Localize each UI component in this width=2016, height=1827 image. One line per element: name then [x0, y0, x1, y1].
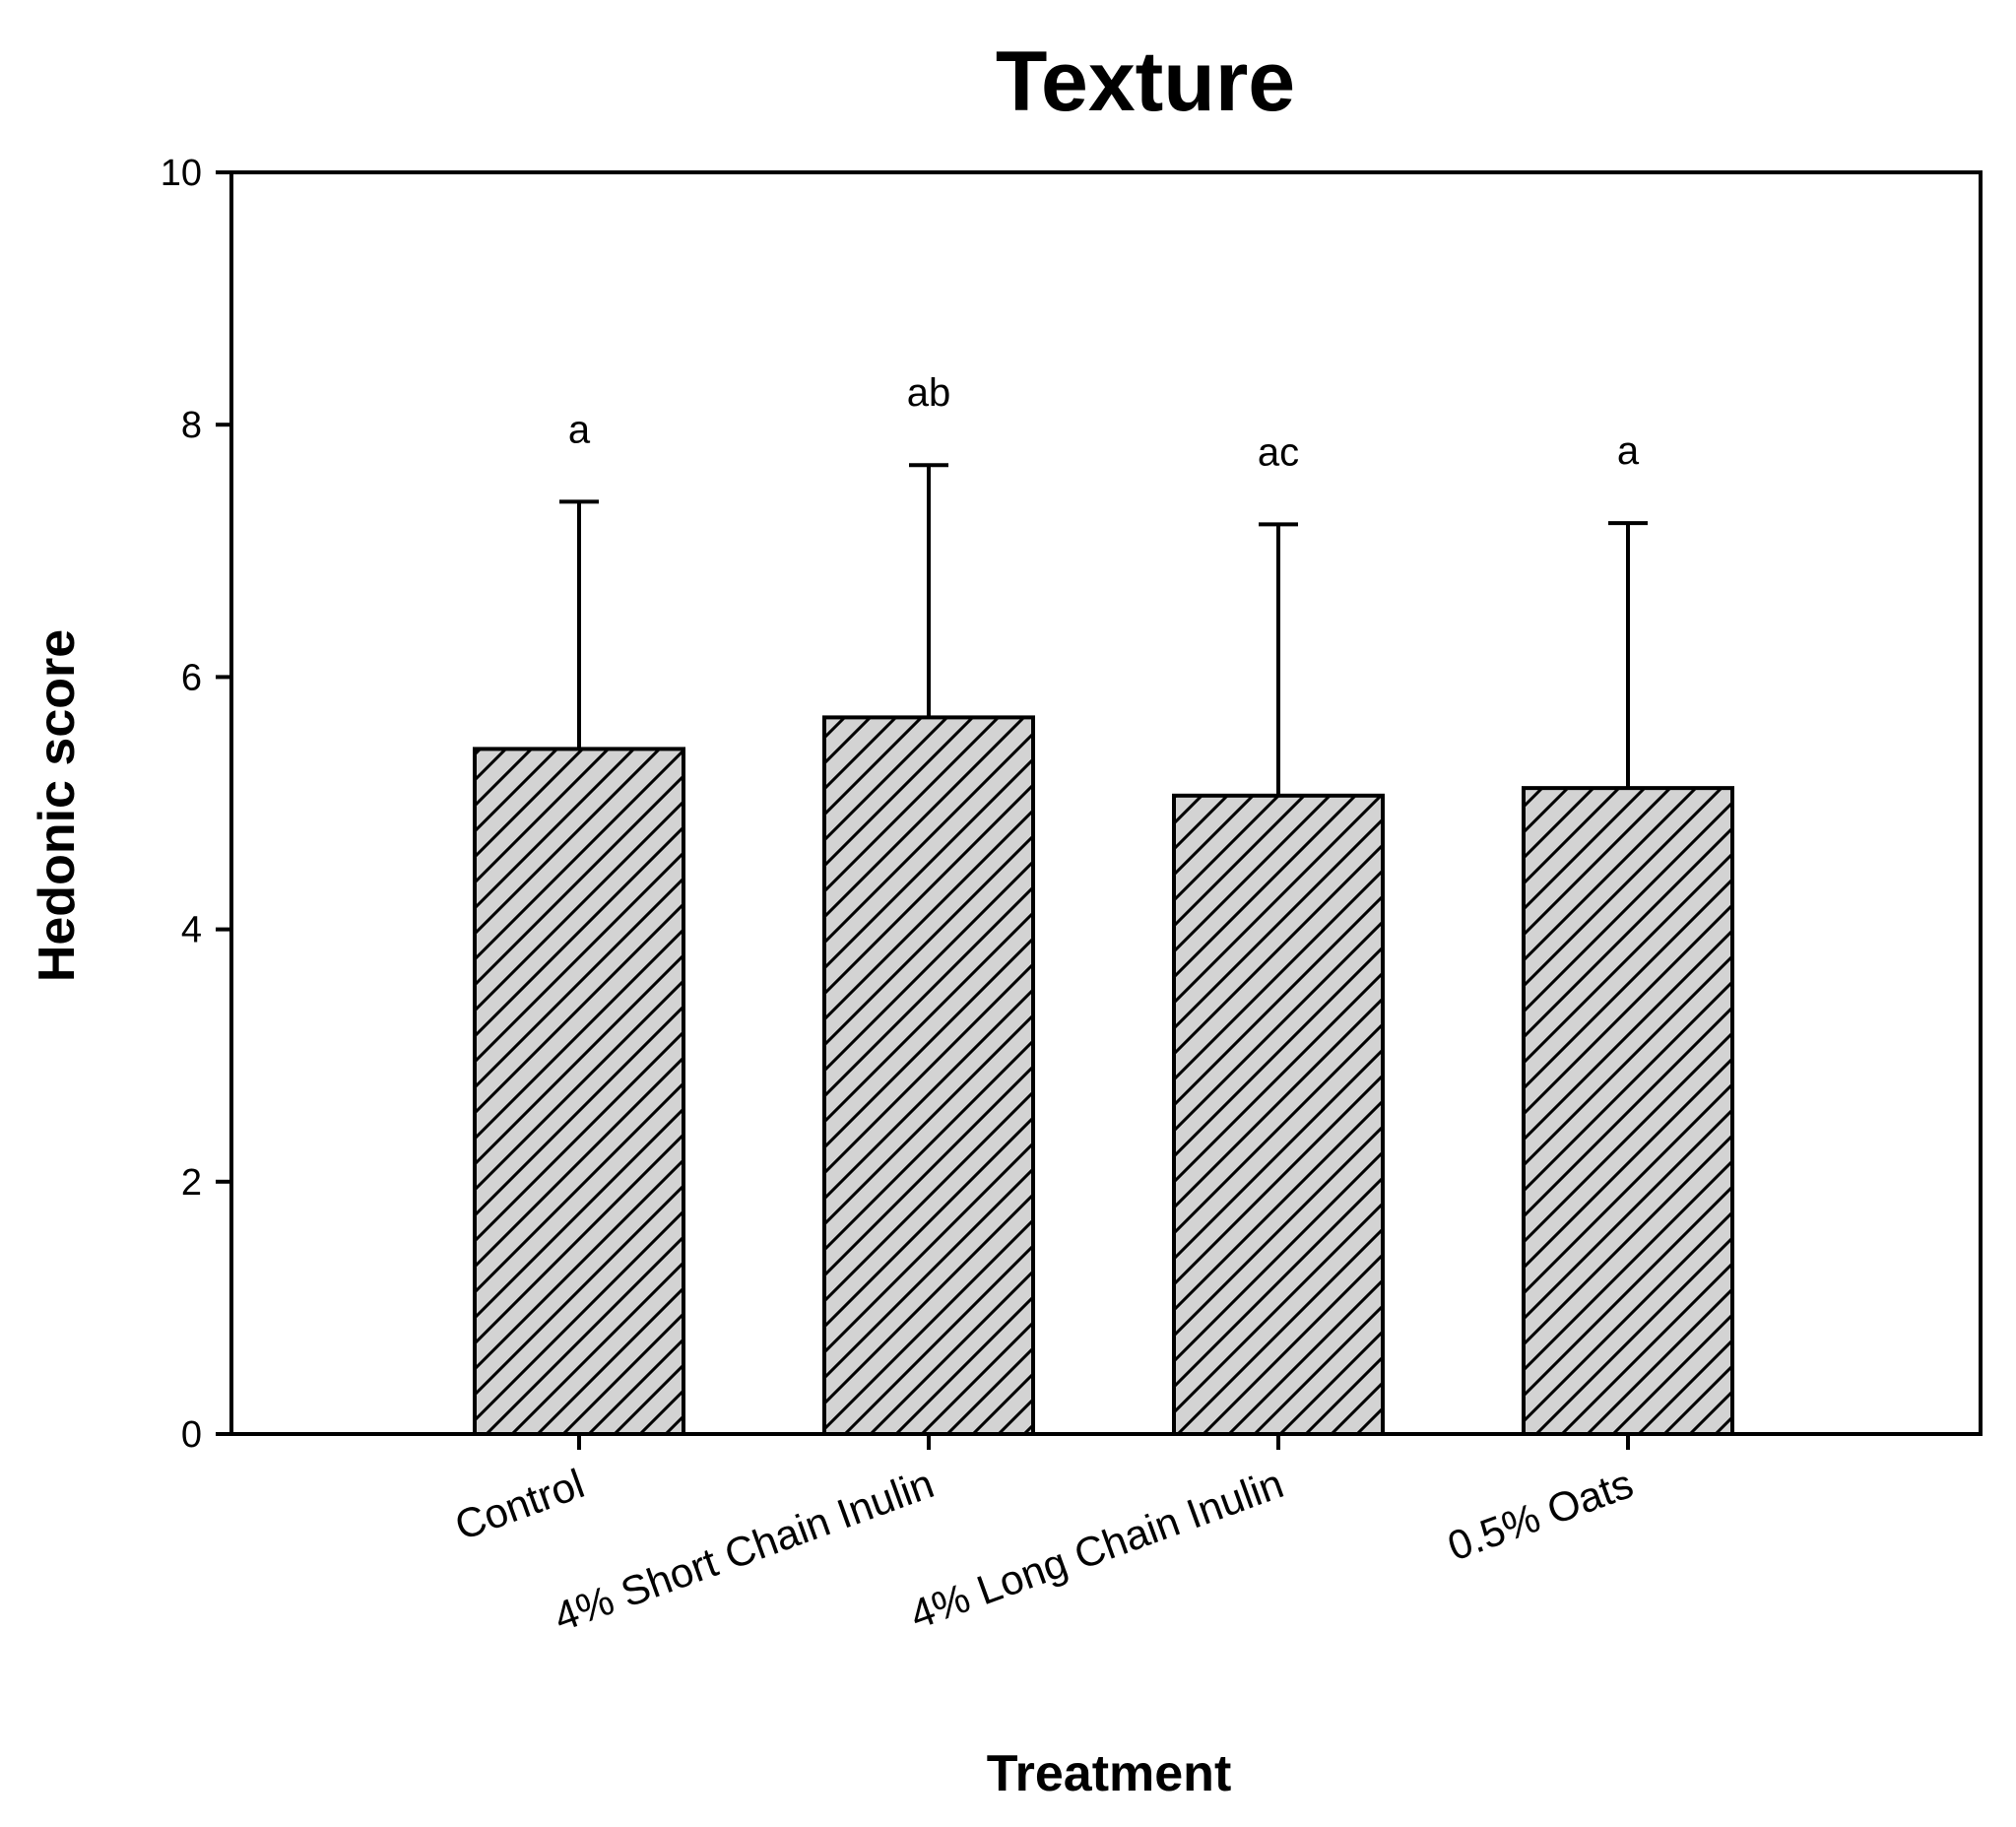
- y-tick-label: 4: [181, 910, 202, 951]
- y-tick-label: 0: [181, 1414, 202, 1456]
- significance-label: a: [1617, 429, 1640, 473]
- bar: [1172, 793, 1385, 1436]
- x-tick-label: 4% Short Chain Inulin: [548, 1460, 940, 1640]
- bar: [1522, 786, 1734, 1436]
- y-tick-label: 6: [181, 657, 202, 698]
- y-tick-label: 8: [181, 405, 202, 446]
- significance-label: ab: [907, 371, 951, 415]
- y-tick-label: 2: [181, 1162, 202, 1204]
- y-axis-title: Hedonic score: [29, 629, 86, 982]
- x-tick-label: 4% Long Chain Inulin: [904, 1460, 1289, 1638]
- x-tick-label: Control: [449, 1460, 590, 1548]
- significance-label: a: [568, 408, 591, 451]
- significance-labels-layer: a ab ac a: [568, 371, 1640, 474]
- x-axis-title: Treatment: [987, 1745, 1232, 1802]
- chart-title: Texture: [996, 34, 1295, 129]
- y-tick-label: 10: [161, 153, 202, 194]
- error-bars-layer: [559, 463, 1648, 796]
- bars-layer: [473, 715, 1734, 1436]
- bar: [473, 747, 685, 1436]
- y-axis-ticks: 0 2 4 6 8 10: [161, 153, 231, 1456]
- x-tick-label: 0.5% Oats: [1442, 1460, 1639, 1569]
- plot-frame: [229, 170, 1983, 1436]
- significance-label: ac: [1258, 430, 1299, 474]
- bar: [822, 715, 1035, 1436]
